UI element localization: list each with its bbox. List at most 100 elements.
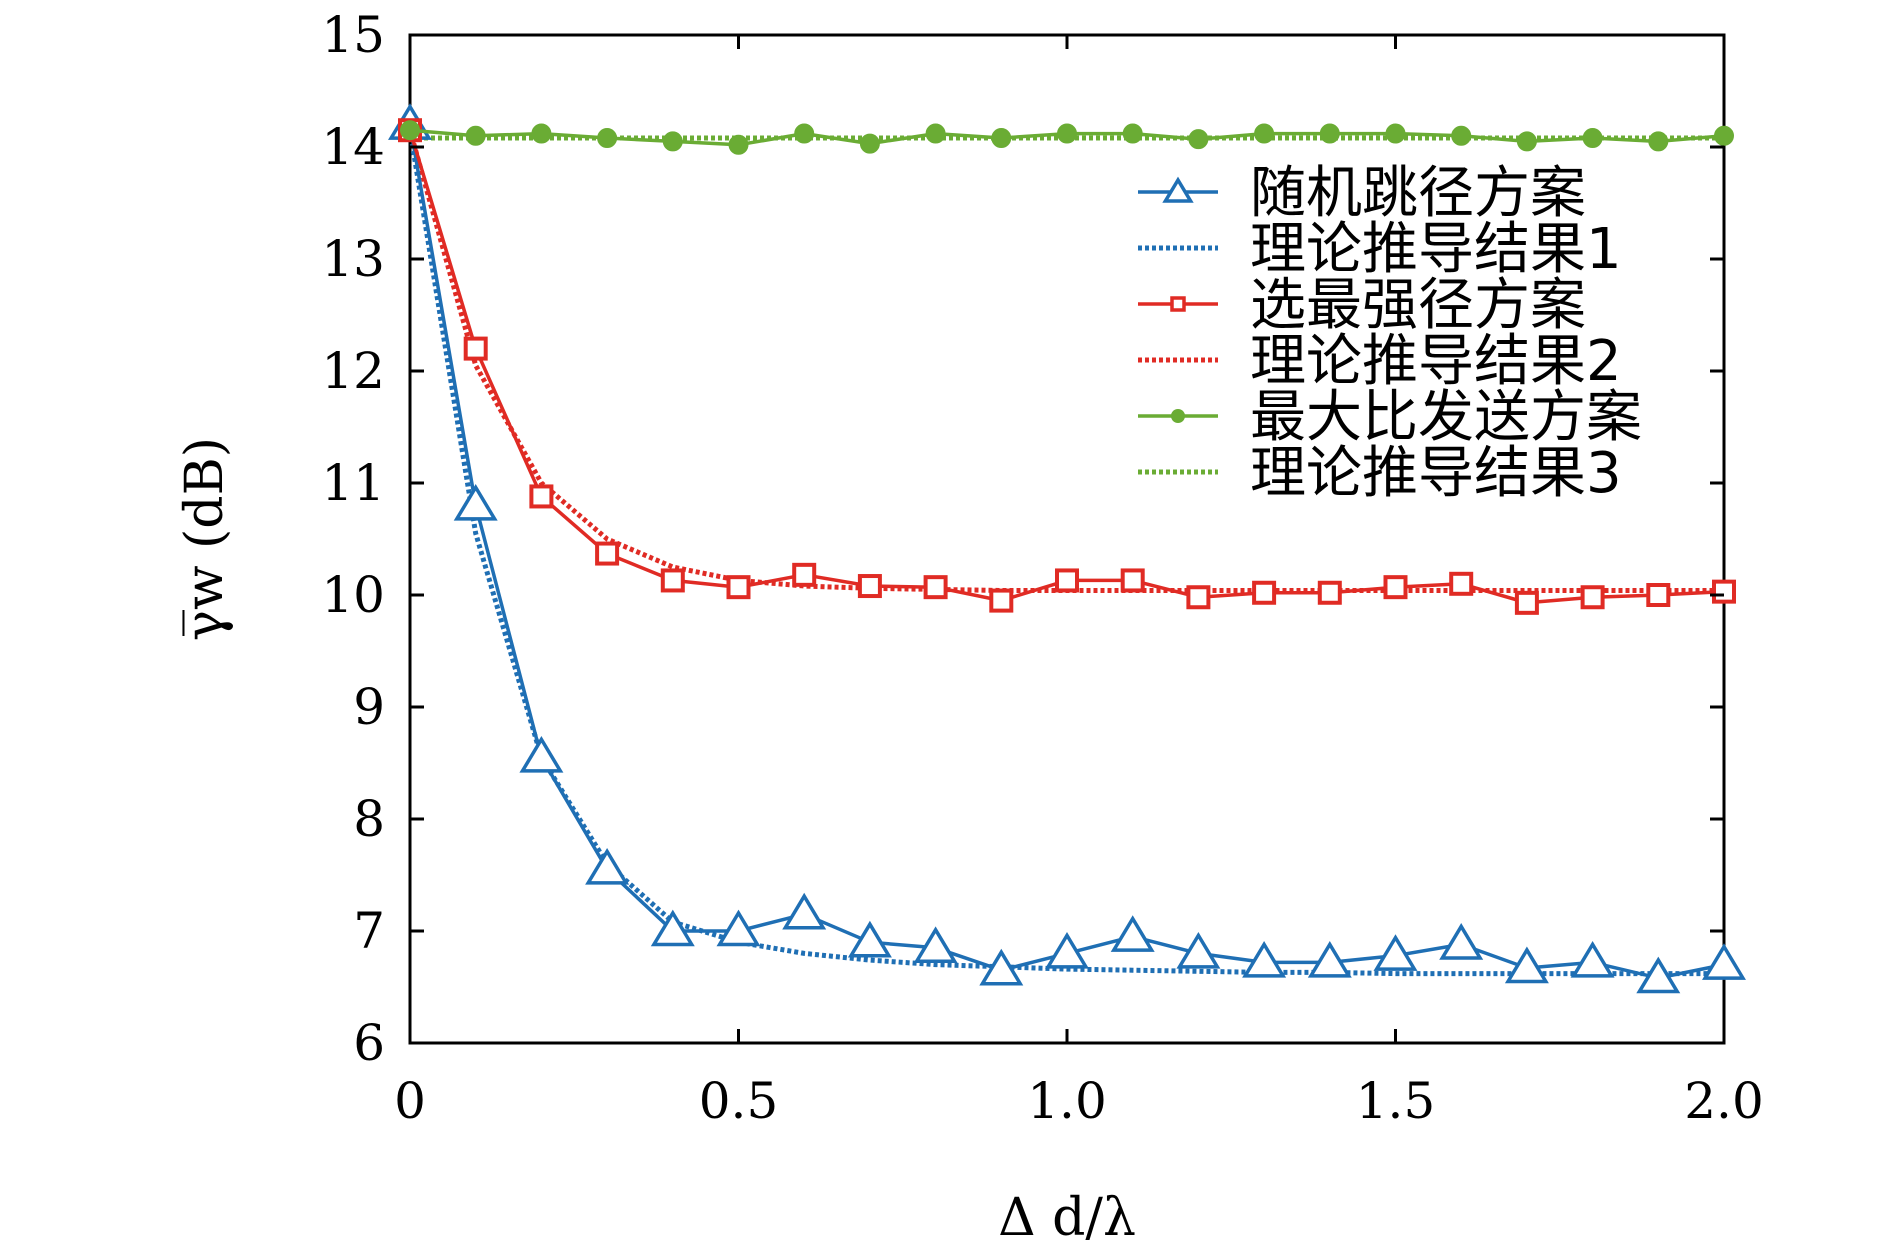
x-tick-label: 1.5 bbox=[1356, 1072, 1436, 1130]
data-point bbox=[585, 847, 630, 885]
data-point bbox=[728, 134, 749, 155]
legend-item: 随机跳径方案 bbox=[1138, 161, 1586, 226]
data-point bbox=[782, 892, 827, 930]
data-point bbox=[1176, 931, 1221, 969]
data-point bbox=[597, 128, 618, 149]
data-point bbox=[1122, 123, 1143, 144]
data-point bbox=[1188, 129, 1209, 150]
legend-item: 理论推导结果2 bbox=[1138, 329, 1622, 394]
data-point bbox=[463, 336, 488, 361]
data-point bbox=[991, 128, 1012, 149]
data-point bbox=[1514, 590, 1539, 615]
x-tick-label: 1.0 bbox=[1027, 1072, 1107, 1130]
data-point bbox=[1045, 931, 1089, 969]
data-point bbox=[1055, 568, 1079, 593]
data-point bbox=[847, 920, 892, 958]
series-5 bbox=[400, 120, 1734, 155]
legend-label: 理论推导结果2 bbox=[1250, 329, 1622, 394]
y-tick-label: 15 bbox=[321, 6, 385, 64]
data-point bbox=[1646, 583, 1671, 607]
data-point bbox=[979, 948, 1024, 986]
legend-label: 最大比发送方案 bbox=[1250, 385, 1642, 450]
data-point bbox=[400, 120, 420, 141]
data-point bbox=[650, 909, 695, 947]
data-point bbox=[859, 133, 880, 154]
data-point bbox=[1252, 580, 1277, 605]
data-point bbox=[1242, 940, 1287, 978]
data-point bbox=[925, 123, 946, 144]
data-point bbox=[1570, 940, 1615, 978]
data-point bbox=[465, 125, 486, 146]
legend-item: 理论推导结果1 bbox=[1138, 217, 1622, 282]
y-tick-label: 13 bbox=[321, 230, 385, 288]
data-point bbox=[989, 588, 1014, 613]
data-point bbox=[1319, 123, 1340, 144]
data-point bbox=[1714, 125, 1734, 146]
data-point bbox=[1317, 580, 1342, 605]
data-point bbox=[1580, 585, 1605, 610]
series-2 bbox=[407, 129, 1724, 977]
data-point bbox=[1439, 923, 1484, 960]
data-point bbox=[1648, 131, 1669, 152]
legend-label: 随机跳径方案 bbox=[1250, 161, 1586, 226]
data-point bbox=[519, 735, 564, 773]
data-point bbox=[1120, 568, 1145, 593]
data-point bbox=[662, 131, 683, 152]
series-line bbox=[407, 129, 1724, 977]
data-point bbox=[913, 926, 958, 964]
data-point bbox=[792, 562, 817, 587]
x-tick-label: 0 bbox=[394, 1072, 426, 1130]
y-tick-label: 8 bbox=[353, 790, 385, 848]
x-axis-label: Δ d/λ bbox=[998, 1188, 1136, 1248]
y-tick-label: 12 bbox=[321, 342, 385, 400]
data-point bbox=[1186, 585, 1211, 610]
data-point bbox=[660, 568, 685, 593]
legend-label: 理论推导结果3 bbox=[1250, 441, 1622, 506]
data-point bbox=[453, 483, 498, 521]
y-axis-label: γ̅w (dB) bbox=[175, 437, 235, 641]
data-point bbox=[1516, 131, 1537, 152]
legend-item: 理论推导结果3 bbox=[1138, 441, 1622, 506]
data-point bbox=[857, 574, 882, 599]
data-point bbox=[529, 484, 554, 509]
legend-marker bbox=[1170, 296, 1186, 312]
data-point bbox=[1636, 956, 1681, 994]
series-layer bbox=[388, 103, 1746, 994]
x-tick-label: 0.5 bbox=[699, 1072, 779, 1130]
data-point bbox=[794, 123, 815, 144]
data-point bbox=[923, 575, 948, 600]
data-point bbox=[1254, 123, 1275, 144]
x-tick-label: 2.0 bbox=[1684, 1072, 1764, 1130]
legend-item: 选最强径方案 bbox=[1138, 273, 1586, 338]
data-point bbox=[595, 541, 620, 566]
data-point bbox=[531, 123, 552, 144]
y-tick-label: 14 bbox=[321, 118, 385, 176]
data-point bbox=[716, 909, 761, 947]
data-point bbox=[1451, 125, 1472, 146]
data-point bbox=[1582, 128, 1603, 149]
axis-ticks: 0 0.5 1.0 1.5 2.0 6 7 8 9 10 11 12 13 14 15 bbox=[321, 6, 1763, 1130]
legend-marker bbox=[1171, 409, 1185, 423]
data-point bbox=[1373, 934, 1418, 971]
legend-item: 最大比发送方案 bbox=[1138, 385, 1642, 450]
data-point bbox=[1712, 579, 1736, 604]
y-tick-label: 11 bbox=[321, 454, 385, 512]
legend-marker bbox=[1162, 176, 1194, 203]
data-point bbox=[1307, 940, 1352, 978]
legend-label: 理论推导结果1 bbox=[1250, 217, 1622, 282]
data-point bbox=[1057, 123, 1077, 144]
y-tick-label: 10 bbox=[321, 566, 385, 624]
y-tick-label: 9 bbox=[353, 678, 385, 736]
data-point bbox=[1504, 946, 1549, 984]
y-tick-label: 6 bbox=[353, 1014, 385, 1072]
data-point bbox=[1702, 943, 1746, 980]
data-point bbox=[1383, 575, 1408, 600]
data-point bbox=[1385, 123, 1406, 144]
y-tick-label: 7 bbox=[353, 902, 385, 960]
legend-label: 选最强径方案 bbox=[1250, 273, 1586, 338]
data-point bbox=[1449, 571, 1474, 596]
data-point bbox=[726, 575, 751, 600]
